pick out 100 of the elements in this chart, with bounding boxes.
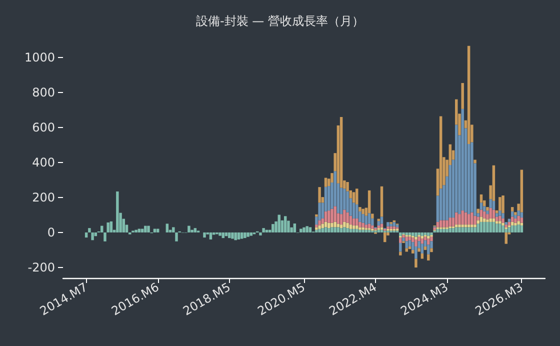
bar [446,220,448,228]
bar [508,222,511,226]
bar [498,210,502,216]
bar [482,211,486,218]
bar [362,222,364,228]
bar [448,218,452,226]
chart-title: 設備-封裝 — 營收成長率（月） [196,14,364,28]
bar [424,236,427,240]
bar [452,228,455,232]
bar [355,204,358,218]
bar [482,222,486,232]
bar [474,227,476,232]
bar [399,238,402,243]
bar [352,228,356,232]
bar [427,236,430,239]
bar [461,224,464,228]
bar [240,232,244,239]
bar [362,214,364,223]
bar [352,192,356,203]
bar [520,170,524,212]
y-tick-label: 200 [32,190,55,204]
bar [480,202,483,210]
bar [340,188,343,214]
y-tick-label: 400 [32,155,55,170]
bar [486,207,489,211]
bar [209,232,212,240]
bar [502,218,504,223]
bar [346,222,349,228]
bar [104,232,106,242]
bar [430,232,433,236]
bar [492,165,496,201]
bar [495,224,498,232]
bar [504,222,508,225]
bar [91,232,94,240]
bar [346,212,349,223]
bar [278,214,280,232]
bar [340,224,343,228]
bar [340,117,343,188]
bar [446,228,448,232]
bar [502,225,504,232]
bar [510,222,514,226]
bar [262,228,265,232]
bar [315,214,318,217]
bar [371,225,374,229]
bar [458,214,461,225]
bar [134,230,138,232]
bar [371,214,374,218]
bar [448,228,452,232]
bar [405,248,408,252]
bar [330,208,334,223]
bar [470,227,474,232]
bar [424,246,427,250]
bar [480,222,483,232]
bar [188,226,190,232]
bar [399,242,402,252]
bar [520,225,524,232]
bar [418,232,420,236]
bar [368,213,371,224]
bar [489,222,492,232]
bar [318,225,321,229]
bar [231,232,234,239]
bar [175,232,178,242]
bar [330,222,334,228]
y-tick-label: 0 [47,225,55,240]
bar [470,224,474,228]
bar [368,224,371,228]
bar [470,142,474,212]
bar [502,195,504,214]
bar [517,210,520,216]
bar [358,222,362,228]
bar [244,232,246,238]
bar [386,222,390,226]
bar [364,224,368,228]
bar [106,222,110,232]
bar [517,221,520,225]
bar [510,207,514,212]
bar [482,218,486,222]
bar [402,235,405,238]
bar [172,227,175,232]
bar [259,232,262,236]
bar [315,230,318,232]
bar [427,238,430,245]
bar [355,188,358,204]
bar [514,214,517,218]
bar [427,254,430,260]
bar [442,220,446,228]
bar [498,224,502,232]
bar [427,232,430,236]
bar [362,230,364,232]
bar [439,228,442,232]
bar [402,238,405,242]
bar [414,232,418,237]
y-tick-label: -200 [28,260,55,274]
bar [482,206,486,212]
bar [318,220,321,226]
bar [420,232,424,236]
bar [218,232,222,236]
bar [474,160,476,164]
bar [390,226,392,229]
bar [467,46,470,144]
